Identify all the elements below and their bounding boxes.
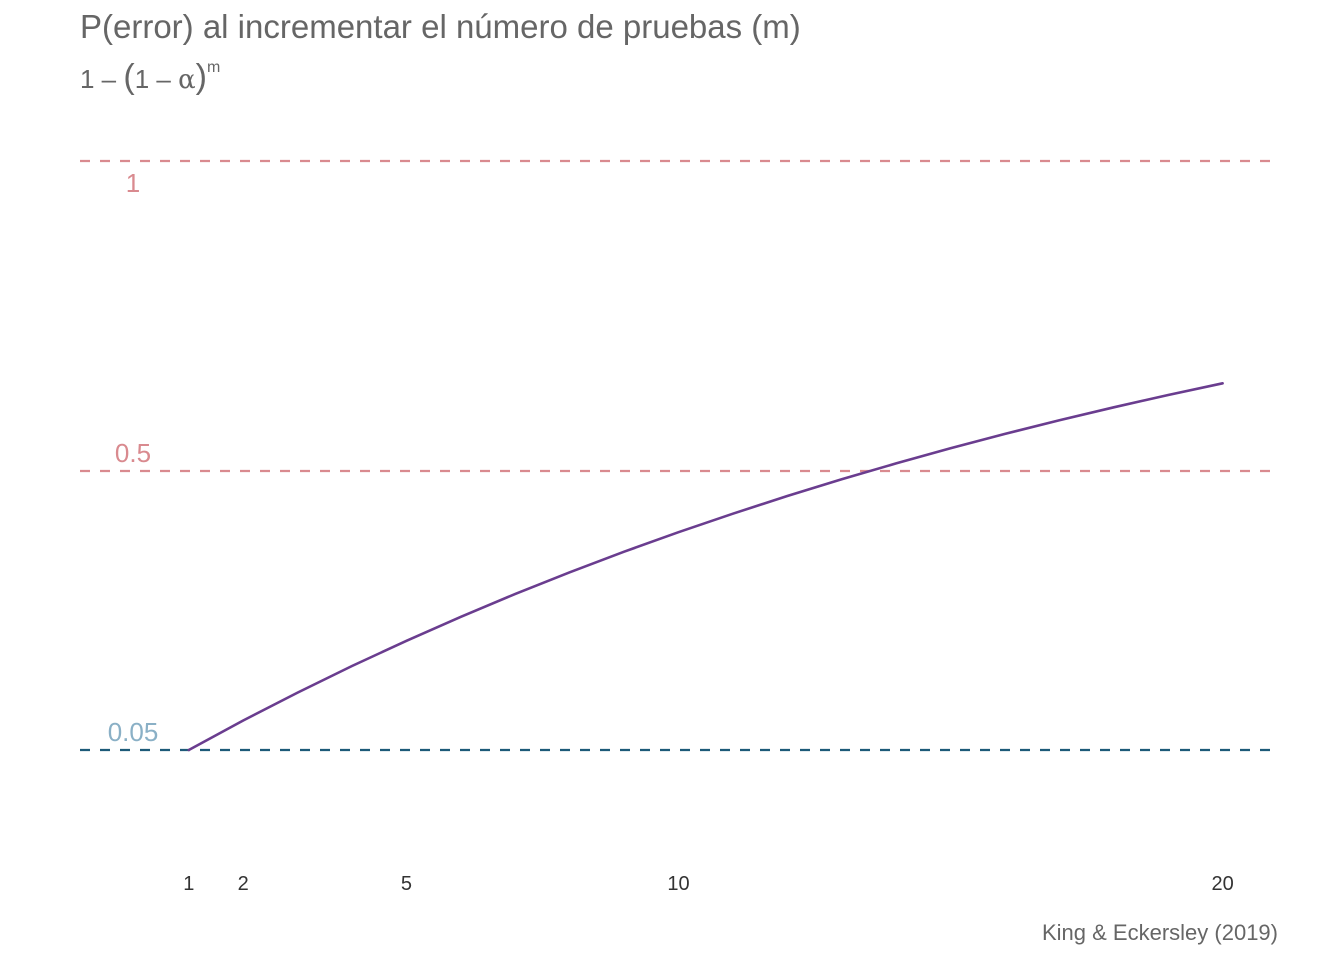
chart-subtitle-formula: 1 – (1 – α)m [80, 58, 220, 97]
chart-caption: King & Eckersley (2019) [1042, 920, 1278, 945]
formula-prefix: 1 – [80, 64, 124, 94]
reference-line-label: 1 [126, 168, 140, 198]
chart-title: P(error) al incrementar el número de pru… [80, 8, 801, 45]
formula-exponent: m [206, 59, 221, 76]
x-tick-label: 20 [1211, 873, 1233, 895]
x-tick-label: 10 [667, 873, 689, 895]
reference-line-label: 0.5 [115, 438, 151, 468]
formula-inner: 1 – [134, 64, 179, 94]
series-line [187, 381, 1224, 752]
formula-open-paren: ( [123, 58, 135, 96]
formula-close-paren: ) [195, 58, 207, 96]
x-tick-label: 1 [183, 873, 194, 895]
formula-alpha: α [178, 65, 196, 95]
reference-line-label: 0.05 [108, 717, 159, 747]
x-tick-label: 5 [401, 873, 412, 895]
x-tick-label: 2 [238, 873, 249, 895]
